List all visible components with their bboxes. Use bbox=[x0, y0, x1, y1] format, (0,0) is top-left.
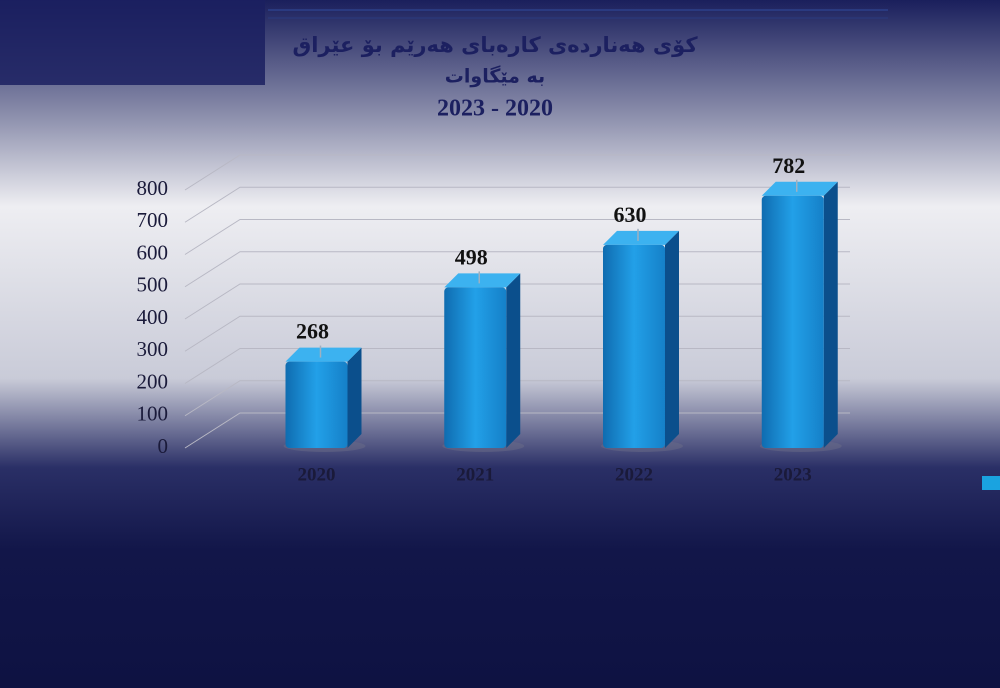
bar-side bbox=[506, 273, 521, 448]
value-label: 268 bbox=[296, 319, 329, 344]
grid-line bbox=[184, 186, 850, 223]
y-tick-label: 300 bbox=[137, 337, 169, 361]
y-tick-label: 600 bbox=[137, 240, 169, 264]
decor-square bbox=[982, 476, 1000, 490]
y-tick-label: 100 bbox=[137, 402, 169, 426]
bar-top bbox=[603, 230, 679, 245]
value-label: 498 bbox=[455, 244, 488, 269]
bar-front bbox=[285, 361, 348, 448]
bar bbox=[601, 228, 683, 452]
bar bbox=[442, 271, 525, 452]
bar bbox=[759, 179, 842, 452]
bar-side bbox=[347, 347, 362, 448]
value-label: 782 bbox=[772, 153, 805, 178]
y-tick-label: 800 bbox=[137, 176, 169, 200]
grid-line bbox=[184, 219, 850, 255]
x-tick-label: 2020 bbox=[298, 464, 336, 485]
y-tick-label: 500 bbox=[137, 273, 169, 297]
bar-front bbox=[603, 244, 665, 448]
grid-line bbox=[184, 154, 850, 191]
x-tick-label: 2021 bbox=[456, 464, 494, 485]
corner-panel bbox=[0, 0, 265, 85]
y-tick-label: 400 bbox=[137, 305, 169, 329]
chart-subtitle: بە مێگاوات bbox=[445, 65, 545, 88]
bar-top bbox=[285, 347, 362, 362]
x-tick-label: 2022 bbox=[615, 464, 653, 485]
chart-title: کۆی هەناردەی کارەبای هەرێم بۆ عێراق bbox=[292, 33, 698, 57]
annotation: 2023 - 2020 bbox=[437, 96, 553, 122]
bar-top bbox=[444, 273, 521, 288]
bar-side bbox=[823, 181, 838, 448]
x-tick-label: 2023 bbox=[774, 464, 812, 485]
bar-front bbox=[444, 287, 507, 448]
value-label: 630 bbox=[614, 202, 647, 227]
bar bbox=[283, 345, 366, 452]
bar-top bbox=[761, 181, 838, 196]
bar-side bbox=[665, 230, 679, 448]
bar-front bbox=[761, 195, 824, 448]
y-tick-label: 700 bbox=[137, 208, 169, 232]
y-tick-label: 200 bbox=[137, 369, 169, 393]
y-tick-label: 0 bbox=[158, 434, 169, 458]
